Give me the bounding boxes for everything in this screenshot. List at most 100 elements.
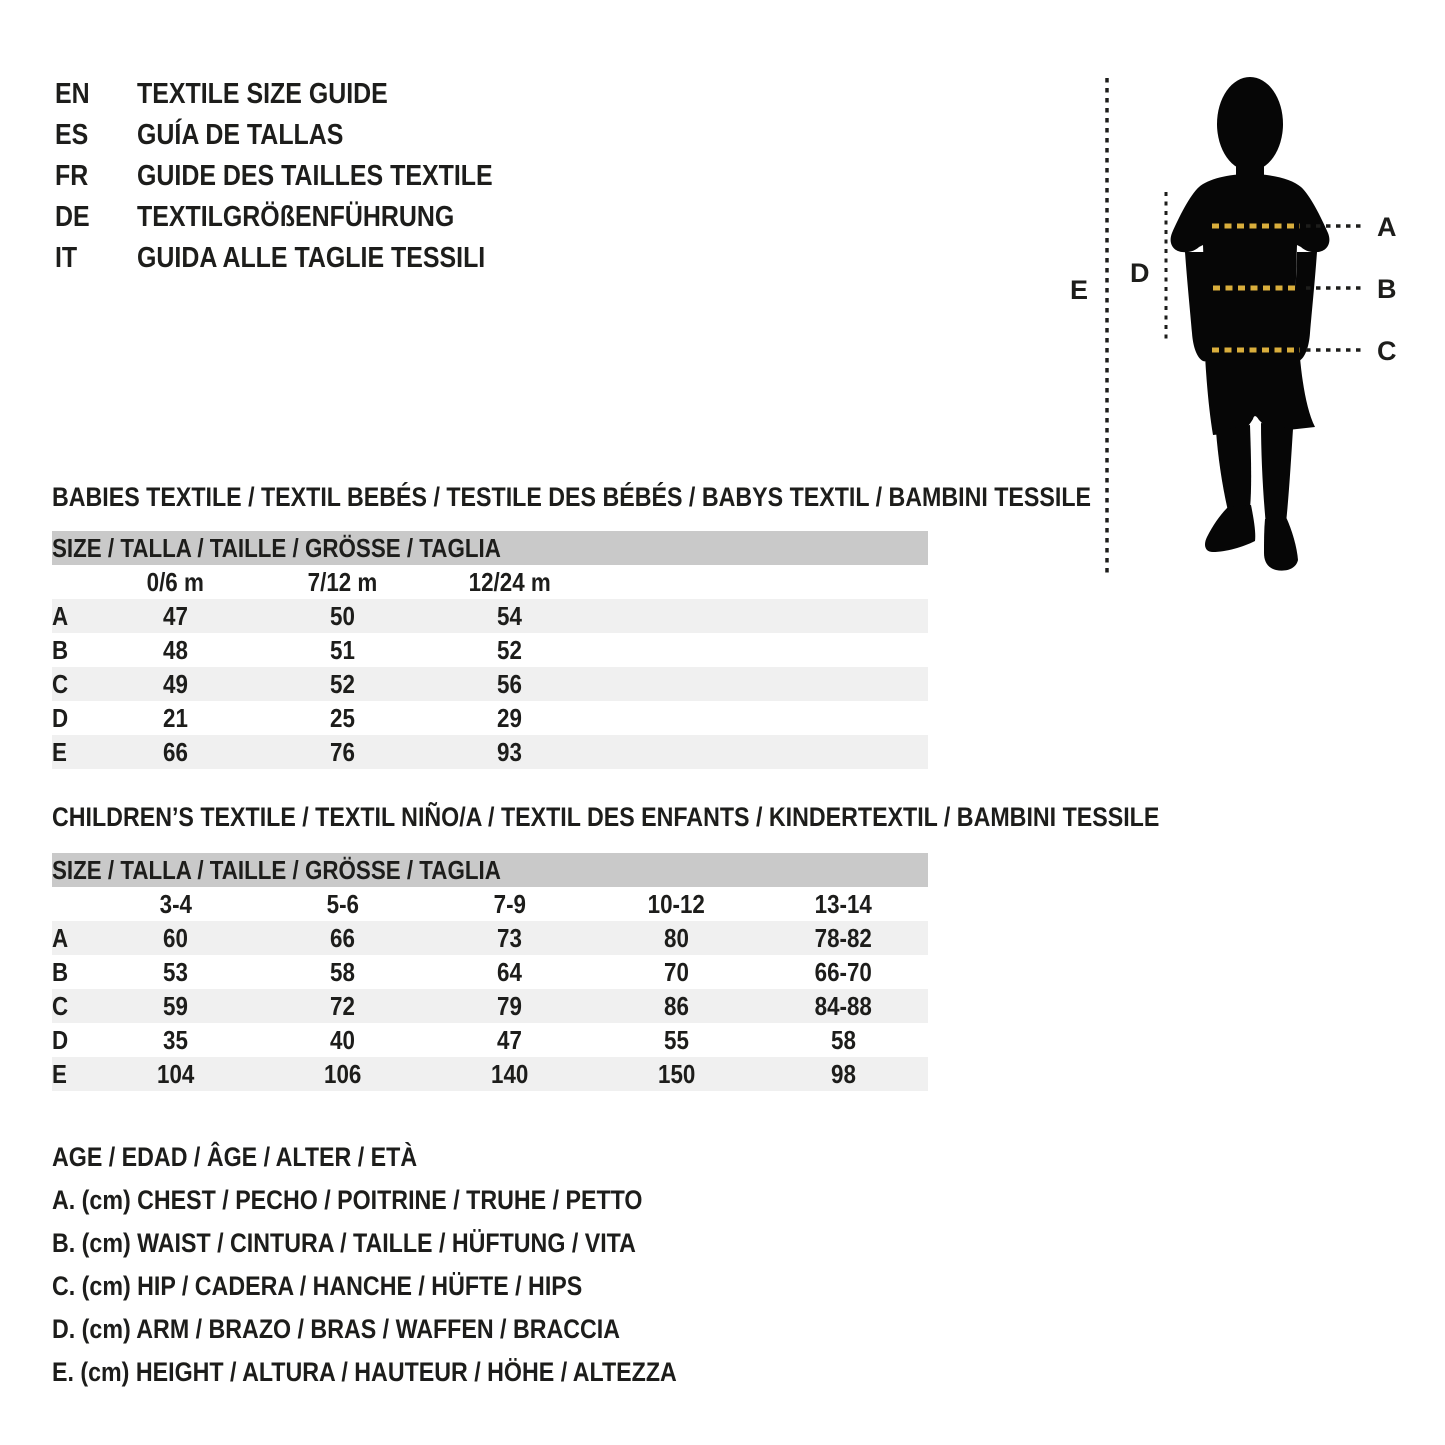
legend-line: B. (cm) WAIST / CINTURA / TAILLE / HÜFTU… xyxy=(52,1222,778,1265)
row-label: C xyxy=(52,668,69,699)
legend-line: E. (cm) HEIGHT / ALTURA / HAUTEUR / HÖHE… xyxy=(52,1351,778,1394)
cell-value: 25 xyxy=(330,702,355,733)
language-code: EN xyxy=(55,78,90,110)
language-code: ES xyxy=(55,119,89,151)
legend-line-text: B. (cm) WAIST / CINTURA / TAILLE / HÜFTU… xyxy=(52,1228,636,1258)
column-header: 7-9 xyxy=(493,888,526,919)
legend-line-text: D. (cm) ARM / BRAZO / BRAS / WAFFEN / BR… xyxy=(52,1314,621,1344)
language-title-row: FR GUIDE DES TAILLES TEXTILE xyxy=(55,156,551,197)
legend-line-text: AGE / EDAD / ÂGE / ALTER / ETÀ xyxy=(52,1142,418,1172)
size-header-bar-row: SIZE / TALLA / TAILLE / GRÖSSE / TAGLIA xyxy=(52,531,928,565)
column-header: 3-4 xyxy=(159,888,192,919)
silhouette-left-shoe xyxy=(1205,505,1256,552)
cell-value: 104 xyxy=(156,1058,195,1089)
cell-value: 47 xyxy=(497,1024,522,1055)
table-row: C 49 52 56 xyxy=(52,667,928,701)
cell-value: 84-88 xyxy=(814,990,873,1021)
row-label: D xyxy=(52,1024,69,1055)
waist-label: B xyxy=(1377,274,1397,304)
height-label: E xyxy=(1070,275,1088,305)
language-title-row: EN TEXTILE SIZE GUIDE xyxy=(55,74,551,115)
children-section-title: CHILDREN’S TEXTILE / TEXTIL NIÑO/A / TEX… xyxy=(52,804,1340,831)
cell-value: 50 xyxy=(330,600,355,631)
child-silhouette xyxy=(1170,77,1330,571)
legend-line-text: E. (cm) HEIGHT / ALTURA / HAUTEUR / HÖHE… xyxy=(52,1357,677,1387)
row-label: E xyxy=(52,1058,67,1089)
column-header-row: 3-4 5-6 7-9 10-12 13-14 xyxy=(52,887,928,921)
children-section-title-text: CHILDREN’S TEXTILE / TEXTIL NIÑO/A / TEX… xyxy=(52,802,1160,832)
cell-value: 66 xyxy=(330,922,355,953)
column-header: 5-6 xyxy=(326,888,359,919)
silhouette-left-arm xyxy=(1185,252,1211,362)
row-label: C xyxy=(52,990,69,1021)
column-header: 10-12 xyxy=(647,888,706,919)
silhouette-right-shoe xyxy=(1264,517,1298,571)
table-row: A 47 50 54 xyxy=(52,599,928,633)
measurement-legend: AGE / EDAD / ÂGE / ALTER / ETÀ A. (cm) C… xyxy=(52,1136,778,1394)
column-header: 0/6 m xyxy=(146,566,205,597)
cell-value: 48 xyxy=(163,634,188,665)
table-row: A 60 66 73 80 78-82 xyxy=(52,921,928,955)
size-header-bar: SIZE / TALLA / TAILLE / GRÖSSE / TAGLIA xyxy=(52,531,928,565)
language-title: GUIDA ALLE TAGLIE TESSILI xyxy=(137,242,486,274)
cell-value: 51 xyxy=(330,634,355,665)
size-figure: A B C D E xyxy=(1070,77,1397,575)
cell-value: 52 xyxy=(497,634,522,665)
size-header-text: SIZE / TALLA / TAILLE / GRÖSSE / TAGLIA xyxy=(52,532,501,563)
cell-value: 66-70 xyxy=(814,956,873,987)
language-title: GUÍA DE TALLAS xyxy=(137,119,344,151)
language-code: IT xyxy=(55,242,78,274)
legend-line: C. (cm) HIP / CADERA / HANCHE / HÜFTE / … xyxy=(52,1265,778,1308)
row-label: E xyxy=(52,736,67,767)
table-row: C 59 72 79 86 84-88 xyxy=(52,989,928,1023)
cell-value: 58 xyxy=(831,1024,856,1055)
silhouette-head xyxy=(1217,77,1283,171)
cell-value: 55 xyxy=(664,1024,689,1055)
cell-value: 140 xyxy=(490,1058,529,1089)
hip-label: C xyxy=(1377,336,1397,366)
cell-value: 29 xyxy=(497,702,522,733)
row-label: D xyxy=(52,702,69,733)
cell-value: 54 xyxy=(497,600,522,631)
language-title-row: DE TEXTILGRÖßENFÜHRUNG xyxy=(55,197,551,238)
column-header: 13-14 xyxy=(814,888,873,919)
cell-value: 64 xyxy=(497,956,522,987)
cell-value: 66 xyxy=(163,736,188,767)
cell-value: 98 xyxy=(831,1058,856,1089)
size-header-bar: SIZE / TALLA / TAILLE / GRÖSSE / TAGLIA xyxy=(52,853,928,887)
cell-value: 60 xyxy=(163,922,188,953)
row-label: B xyxy=(52,634,69,665)
cell-value: 56 xyxy=(497,668,522,699)
row-label: A xyxy=(52,600,69,631)
silhouette-shorts xyxy=(1204,331,1315,435)
cell-value: 49 xyxy=(163,668,188,699)
cell-value: 21 xyxy=(163,702,188,733)
legend-line: AGE / EDAD / ÂGE / ALTER / ETÀ xyxy=(52,1136,778,1179)
cell-value: 80 xyxy=(664,922,689,953)
cell-value: 78-82 xyxy=(814,922,873,953)
legend-line-text: C. (cm) HIP / CADERA / HANCHE / HÜFTE / … xyxy=(52,1271,583,1301)
cell-value: 70 xyxy=(664,956,689,987)
cell-value: 93 xyxy=(497,736,522,767)
cell-value: 40 xyxy=(330,1024,355,1055)
row-label: A xyxy=(52,922,69,953)
table-row: D 35 40 47 55 58 xyxy=(52,1023,928,1057)
cell-value: 73 xyxy=(497,922,522,953)
size-header-text: SIZE / TALLA / TAILLE / GRÖSSE / TAGLIA xyxy=(52,854,501,885)
babies-section-title-text: BABIES TEXTILE / TEXTIL BEBÉS / TESTILE … xyxy=(52,482,1092,512)
cell-value: 53 xyxy=(163,956,188,987)
cell-value: 79 xyxy=(497,990,522,1021)
table-row: E 104 106 140 150 98 xyxy=(52,1057,928,1091)
chest-label: A xyxy=(1377,212,1397,242)
cell-value: 59 xyxy=(163,990,188,1021)
babies-section-title: BABIES TEXTILE / TEXTIL BEBÉS / TESTILE … xyxy=(52,484,1260,511)
table-row: D 21 25 29 xyxy=(52,701,928,735)
cell-value: 86 xyxy=(664,990,689,1021)
language-title: TEXTILE SIZE GUIDE xyxy=(137,78,388,110)
language-title-row: ES GUÍA DE TALLAS xyxy=(55,115,551,156)
cell-value: 106 xyxy=(323,1058,362,1089)
babies-size-table: SIZE / TALLA / TAILLE / GRÖSSE / TAGLIA … xyxy=(52,531,928,769)
silhouette-right-leg xyxy=(1261,423,1293,525)
cell-value: 52 xyxy=(330,668,355,699)
arm-label: D xyxy=(1130,258,1150,288)
